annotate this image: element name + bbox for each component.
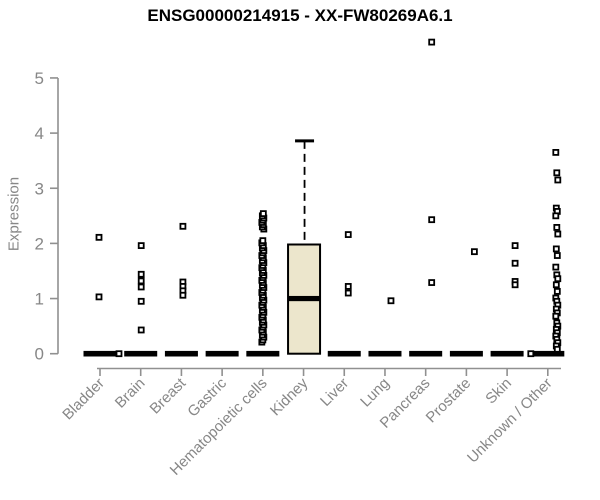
data-point (552, 263, 560, 271)
zero-bar (449, 350, 483, 357)
data-point (179, 291, 187, 299)
y-tick-label: 4 (35, 124, 44, 143)
data-point (428, 38, 436, 46)
x-tick-label: Bladder (59, 375, 108, 424)
y-tick-label: 0 (35, 345, 44, 364)
x-tick-label: Skin (482, 375, 515, 408)
data-point (428, 216, 436, 224)
data-point (137, 283, 145, 291)
data-point (428, 279, 436, 286)
y-tick-label: 1 (35, 290, 44, 309)
data-point (344, 283, 352, 290)
data-point (553, 169, 561, 177)
zero-bar (531, 350, 565, 357)
zero-bar (205, 350, 239, 357)
data-point (344, 231, 352, 238)
data-point (137, 326, 145, 334)
data-point (179, 222, 187, 230)
data-point (115, 350, 123, 358)
data-point (95, 293, 103, 301)
zero-bar (490, 350, 524, 357)
y-tick-label: 2 (35, 234, 44, 253)
x-tick-label: Kidney (267, 374, 312, 419)
data-point (552, 312, 560, 320)
data-point (527, 350, 535, 358)
data-point (511, 259, 519, 267)
data-point (553, 224, 561, 231)
data-point (344, 289, 352, 297)
zero-bar (246, 350, 280, 357)
chart-title: ENSG00000214915 - XX-FW80269A6.1 (147, 6, 453, 25)
data-point (554, 275, 562, 283)
x-tick-label: Lung (357, 375, 393, 411)
data-point (553, 345, 561, 353)
data-point (259, 237, 267, 245)
data-point (552, 245, 560, 253)
data-point (95, 233, 103, 241)
zero-bar (409, 350, 443, 357)
box-median (288, 295, 321, 302)
x-tick-label: Brain (112, 375, 149, 412)
data-point (554, 176, 562, 184)
data-point (553, 252, 561, 259)
zero-bar (124, 350, 158, 357)
zero-bar (327, 350, 361, 357)
data-point (470, 248, 478, 256)
data-point (552, 212, 560, 220)
data-point (552, 149, 560, 156)
y-tick-label: 3 (35, 179, 44, 198)
y-tick-label: 5 (35, 69, 44, 88)
data-point (511, 281, 519, 289)
zero-bar (368, 350, 402, 357)
data-point (137, 242, 145, 250)
data-point (552, 281, 560, 289)
data-point (387, 297, 395, 305)
zero-bar (164, 350, 198, 357)
data-point (137, 270, 145, 278)
x-tick-label: Prostate (423, 375, 475, 427)
data-point (137, 297, 145, 305)
data-point (554, 230, 562, 238)
data-point (259, 210, 267, 218)
zero-bar (83, 350, 117, 357)
data-point (553, 287, 561, 295)
x-tick-label: Breast (147, 374, 190, 417)
x-tick-label: Liver (317, 375, 352, 410)
data-point (137, 277, 145, 285)
data-point (511, 242, 519, 250)
